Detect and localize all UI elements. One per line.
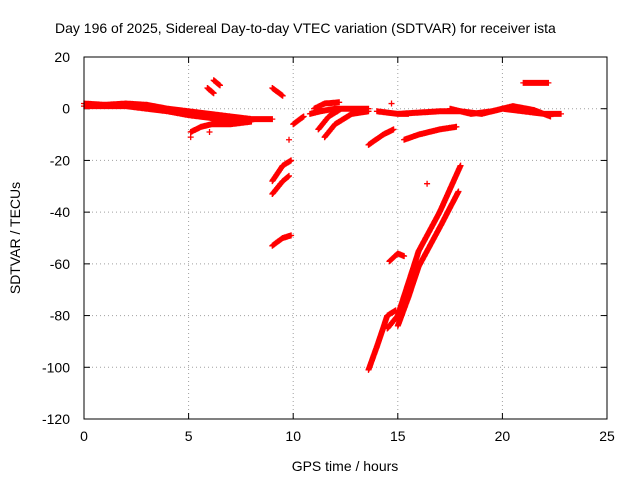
sdtvar-series-marks (81, 77, 564, 373)
x-tick-label: 25 (599, 428, 615, 444)
y-tick-label: 0 (62, 101, 70, 117)
x-axis-label: GPS time / hours (292, 458, 399, 474)
x-tick-label: 5 (185, 428, 193, 444)
sdtvar-point (206, 128, 213, 135)
x-tick-label: 20 (495, 428, 511, 444)
sdtvar-point (424, 180, 431, 187)
sdtvar-point (187, 134, 194, 141)
plot-frame (83, 56, 608, 420)
y-axis-label: SDTVAR / TECUs (7, 182, 23, 294)
y-tick-label: -120 (42, 411, 70, 427)
x-tick-label: 10 (285, 428, 301, 444)
x-tick-label: 15 (390, 428, 406, 444)
y-tick-label: -80 (50, 308, 70, 324)
y-tick-label: -60 (50, 256, 70, 272)
sdtvar-point (388, 100, 395, 107)
y-tick-label: 20 (54, 49, 70, 65)
sdtvar-point (286, 136, 293, 143)
x-tick-label: 0 (80, 428, 88, 444)
chart-title: Day 196 of 2025, Sidereal Day-to-day VTE… (55, 20, 556, 36)
data-points (81, 77, 564, 373)
y-tick-label: -100 (42, 359, 70, 375)
y-tick-label: -40 (50, 204, 70, 220)
tick-labels: 0 5 10 15 20 25 20 0 -20 -40 -60 -80 -100 -120 (42, 49, 615, 444)
y-tick-label: -20 (50, 152, 70, 168)
